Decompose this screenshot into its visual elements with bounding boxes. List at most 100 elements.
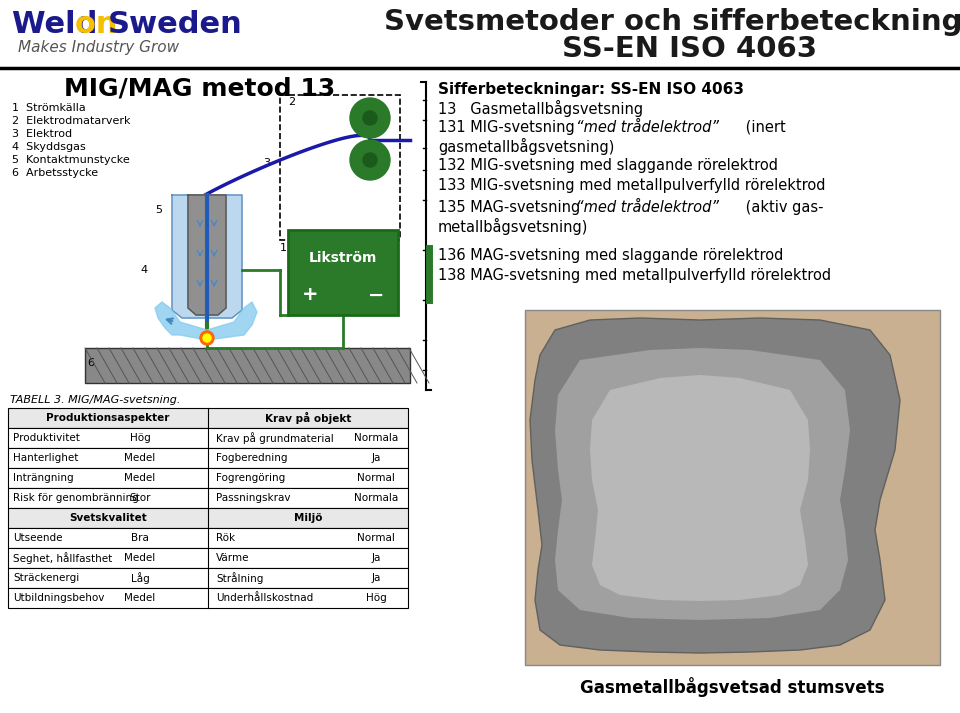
Text: Medel: Medel xyxy=(125,453,156,463)
Text: Normal: Normal xyxy=(357,473,395,483)
Text: Sträckenergi: Sträckenergi xyxy=(13,573,80,583)
Bar xyxy=(8,588,408,608)
Text: Weld: Weld xyxy=(12,10,108,39)
Text: 133 MIG-svetsning med metallpulverfylld rörelektrod: 133 MIG-svetsning med metallpulverfylld … xyxy=(438,178,826,193)
Text: Krav på grundmaterial: Krav på grundmaterial xyxy=(216,432,334,444)
Text: −: − xyxy=(368,285,384,304)
Text: Hög: Hög xyxy=(130,433,151,443)
Text: 132 MIG-svetsning med slaggande rörelektrod: 132 MIG-svetsning med slaggande rörelekt… xyxy=(438,158,778,173)
Text: Gasmetallbågsvetsad stumsvets: Gasmetallbågsvetsad stumsvets xyxy=(580,677,885,697)
Text: 2: 2 xyxy=(288,97,295,107)
Circle shape xyxy=(200,331,214,345)
Text: Medel: Medel xyxy=(125,593,156,603)
Circle shape xyxy=(363,111,377,125)
Bar xyxy=(8,448,408,468)
Text: Risk för genombränning: Risk för genombränning xyxy=(13,493,139,503)
Text: (inert: (inert xyxy=(741,120,785,135)
Text: Strålning: Strålning xyxy=(216,572,263,584)
Text: Normala: Normala xyxy=(354,493,398,503)
Text: Normala: Normala xyxy=(354,433,398,443)
Text: Makes Industry Grow: Makes Industry Grow xyxy=(18,40,180,55)
Circle shape xyxy=(350,98,390,138)
Text: 5: 5 xyxy=(155,205,162,215)
Text: Svetsmetoder och sifferbeteckningar: Svetsmetoder och sifferbeteckningar xyxy=(384,8,960,36)
Text: 1: 1 xyxy=(280,243,287,253)
Text: 4: 4 xyxy=(140,265,147,275)
Polygon shape xyxy=(555,348,850,620)
Text: Stor: Stor xyxy=(130,493,151,503)
Bar xyxy=(8,468,408,488)
Bar xyxy=(8,408,408,428)
Text: +: + xyxy=(301,285,319,304)
Text: 1  Strömkälla: 1 Strömkälla xyxy=(12,103,85,113)
Text: Inträngning: Inträngning xyxy=(13,473,74,483)
Text: Värme: Värme xyxy=(216,553,250,563)
Text: 2  Elektrodmatarverk: 2 Elektrodmatarverk xyxy=(12,116,131,126)
Text: Passningskrav: Passningskrav xyxy=(216,493,291,503)
Text: 131 MIG-svetsning: 131 MIG-svetsning xyxy=(438,120,580,135)
Bar xyxy=(280,95,400,240)
Text: Ja: Ja xyxy=(372,453,381,463)
Text: 4  Skyddsgas: 4 Skyddsgas xyxy=(12,142,85,152)
Bar xyxy=(8,508,408,528)
Text: Ja: Ja xyxy=(372,553,381,563)
Text: 13   Gasmetallbågsvetsning: 13 Gasmetallbågsvetsning xyxy=(438,100,643,117)
Polygon shape xyxy=(188,195,226,315)
Text: Medel: Medel xyxy=(125,553,156,563)
Text: Bra: Bra xyxy=(132,533,149,543)
Text: 6: 6 xyxy=(87,358,94,368)
Text: gasmetallbågsvetsning): gasmetallbågsvetsning) xyxy=(438,138,614,155)
Bar xyxy=(8,568,408,588)
Text: Sweden: Sweden xyxy=(108,10,243,39)
Text: Svetskvalitet: Svetskvalitet xyxy=(69,513,147,523)
Text: Normal: Normal xyxy=(357,533,395,543)
Text: on: on xyxy=(75,10,128,39)
Text: Hög: Hög xyxy=(366,593,386,603)
Text: SS-EN ISO 4063: SS-EN ISO 4063 xyxy=(563,35,818,63)
Text: metallbågsvetsning): metallbågsvetsning) xyxy=(438,218,588,235)
Text: Krav på objekt: Krav på objekt xyxy=(265,412,351,424)
Polygon shape xyxy=(590,375,810,601)
Text: Utbildningsbehov: Utbildningsbehov xyxy=(13,593,105,603)
Text: 5  Kontaktmunstycke: 5 Kontaktmunstycke xyxy=(12,155,130,165)
Text: Hanterlighet: Hanterlighet xyxy=(13,453,79,463)
Text: Underhållskostnad: Underhållskostnad xyxy=(216,593,313,603)
Text: TABELL 3. MIG/MAG-svetsning.: TABELL 3. MIG/MAG-svetsning. xyxy=(10,395,180,405)
Bar xyxy=(8,428,408,448)
Circle shape xyxy=(350,140,390,180)
Circle shape xyxy=(363,153,377,167)
Text: Låg: Låg xyxy=(131,572,150,584)
Text: 3  Elektrod: 3 Elektrod xyxy=(12,129,72,139)
Polygon shape xyxy=(530,318,900,653)
Text: Fogberedning: Fogberedning xyxy=(216,453,287,463)
Text: 136 MAG-svetsning med slaggande rörelektrod: 136 MAG-svetsning med slaggande rörelekt… xyxy=(438,248,783,263)
Text: Fogrengöring: Fogrengöring xyxy=(216,473,285,483)
Text: Likström: Likström xyxy=(309,251,377,265)
Bar xyxy=(85,348,410,383)
Text: Utseende: Utseende xyxy=(13,533,62,543)
Bar xyxy=(8,528,408,548)
Bar xyxy=(288,230,398,315)
Circle shape xyxy=(203,334,211,342)
Text: Seghet, hållfasthet: Seghet, hållfasthet xyxy=(13,552,112,564)
Text: 135 MAG-svetsning: 135 MAG-svetsning xyxy=(438,200,585,215)
Polygon shape xyxy=(172,195,242,318)
Bar xyxy=(8,548,408,568)
Text: Medel: Medel xyxy=(125,473,156,483)
Polygon shape xyxy=(155,302,257,340)
Text: 6  Arbetsstycke: 6 Arbetsstycke xyxy=(12,168,98,178)
Bar xyxy=(525,310,940,665)
Text: Miljö: Miljö xyxy=(294,513,323,523)
Bar xyxy=(8,488,408,508)
Text: “med trådelektrod”: “med trådelektrod” xyxy=(576,120,719,135)
Text: Sifferbeteckningar: SS-EN ISO 4063: Sifferbeteckningar: SS-EN ISO 4063 xyxy=(438,82,744,97)
Text: (aktiv gas-: (aktiv gas- xyxy=(741,200,824,215)
Text: Produktivitet: Produktivitet xyxy=(13,433,80,443)
Text: Ja: Ja xyxy=(372,573,381,583)
Text: Produktionsaspekter: Produktionsaspekter xyxy=(46,413,170,423)
Text: MIG/MAG metod 13: MIG/MAG metod 13 xyxy=(64,76,336,100)
Text: Rök: Rök xyxy=(216,533,235,543)
Text: “med trådelektrod”: “med trådelektrod” xyxy=(576,200,719,215)
Text: 138 MAG-svetsning med metallpulverfylld rörelektrod: 138 MAG-svetsning med metallpulverfylld … xyxy=(438,268,831,283)
Text: 3: 3 xyxy=(263,158,270,168)
